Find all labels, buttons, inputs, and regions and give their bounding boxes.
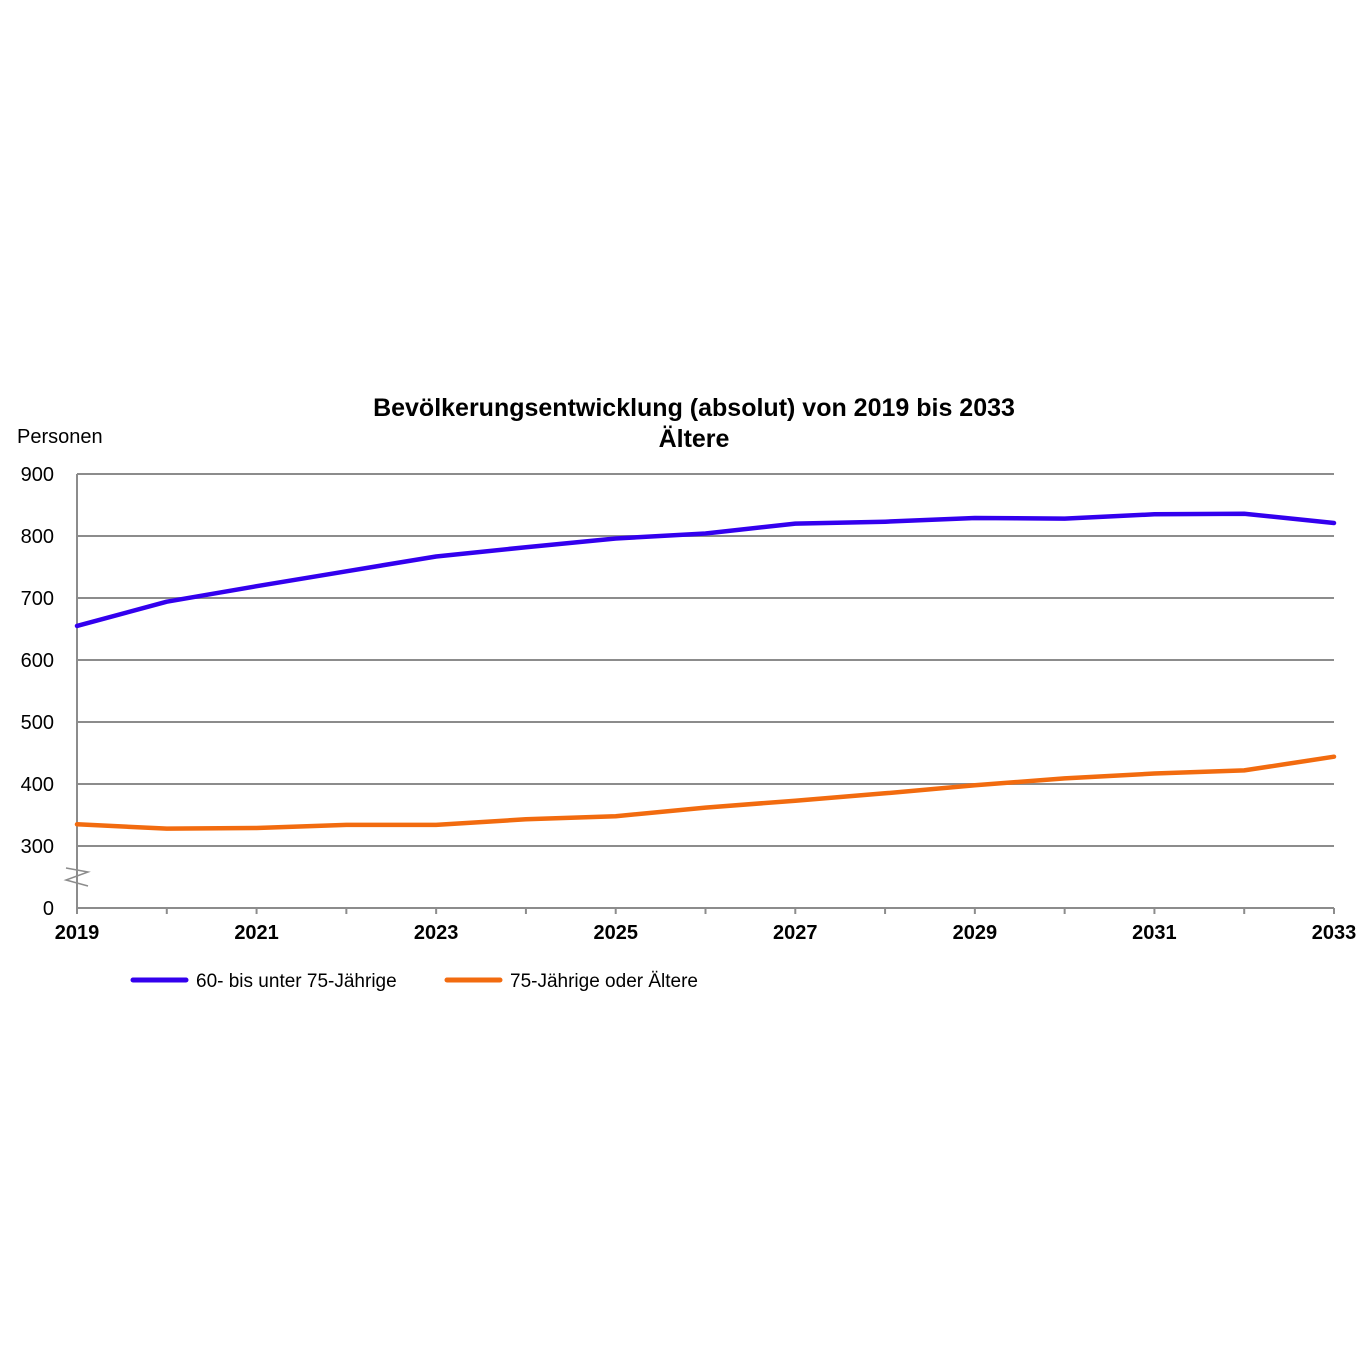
legend-label-2: 75-Jährige oder Ältere (510, 971, 698, 992)
y-tick-label: 500 (21, 712, 54, 734)
legend: 60- bis unter 75-Jährige 75-Jährige oder … (130, 971, 698, 992)
chart-subtitle: Ältere (659, 425, 730, 453)
x-tick-label: 2029 (953, 922, 998, 944)
axes: 0 300 400 500 600 700 800 900 2019 2021 2023 2025 20… (21, 464, 1357, 944)
x-tick-label: 2025 (593, 922, 638, 944)
y-tick-label: 600 (21, 650, 54, 672)
y-tick-label: 800 (21, 526, 54, 548)
y-tick-label: 700 (21, 588, 54, 610)
x-tick-label: 2021 (234, 922, 279, 944)
chart-title: Bevölkerungsentwicklung (absolut) von 20… (373, 394, 1015, 422)
x-tick-label: 2031 (1132, 922, 1177, 944)
y-tick-label: 400 (21, 774, 54, 796)
series-lines (74, 511, 1337, 831)
legend-label-1: 60- bis unter 75-Jährige (196, 971, 397, 992)
x-tick-label: 2023 (414, 922, 459, 944)
series-line-1 (74, 511, 1337, 629)
series-line-2 (74, 754, 1337, 831)
y-axis-unit-label: Personen (17, 426, 103, 448)
gridlines (77, 473, 1334, 847)
y-tick-label: 300 (21, 836, 54, 858)
axis-break-marker (63, 867, 91, 887)
x-tick-label: 2019 (55, 922, 100, 944)
x-tick-label: 2033 (1312, 922, 1357, 944)
x-tick-label: 2027 (773, 922, 818, 944)
y-tick-label: 0 (43, 898, 54, 920)
y-tick-label: 900 (21, 464, 54, 486)
